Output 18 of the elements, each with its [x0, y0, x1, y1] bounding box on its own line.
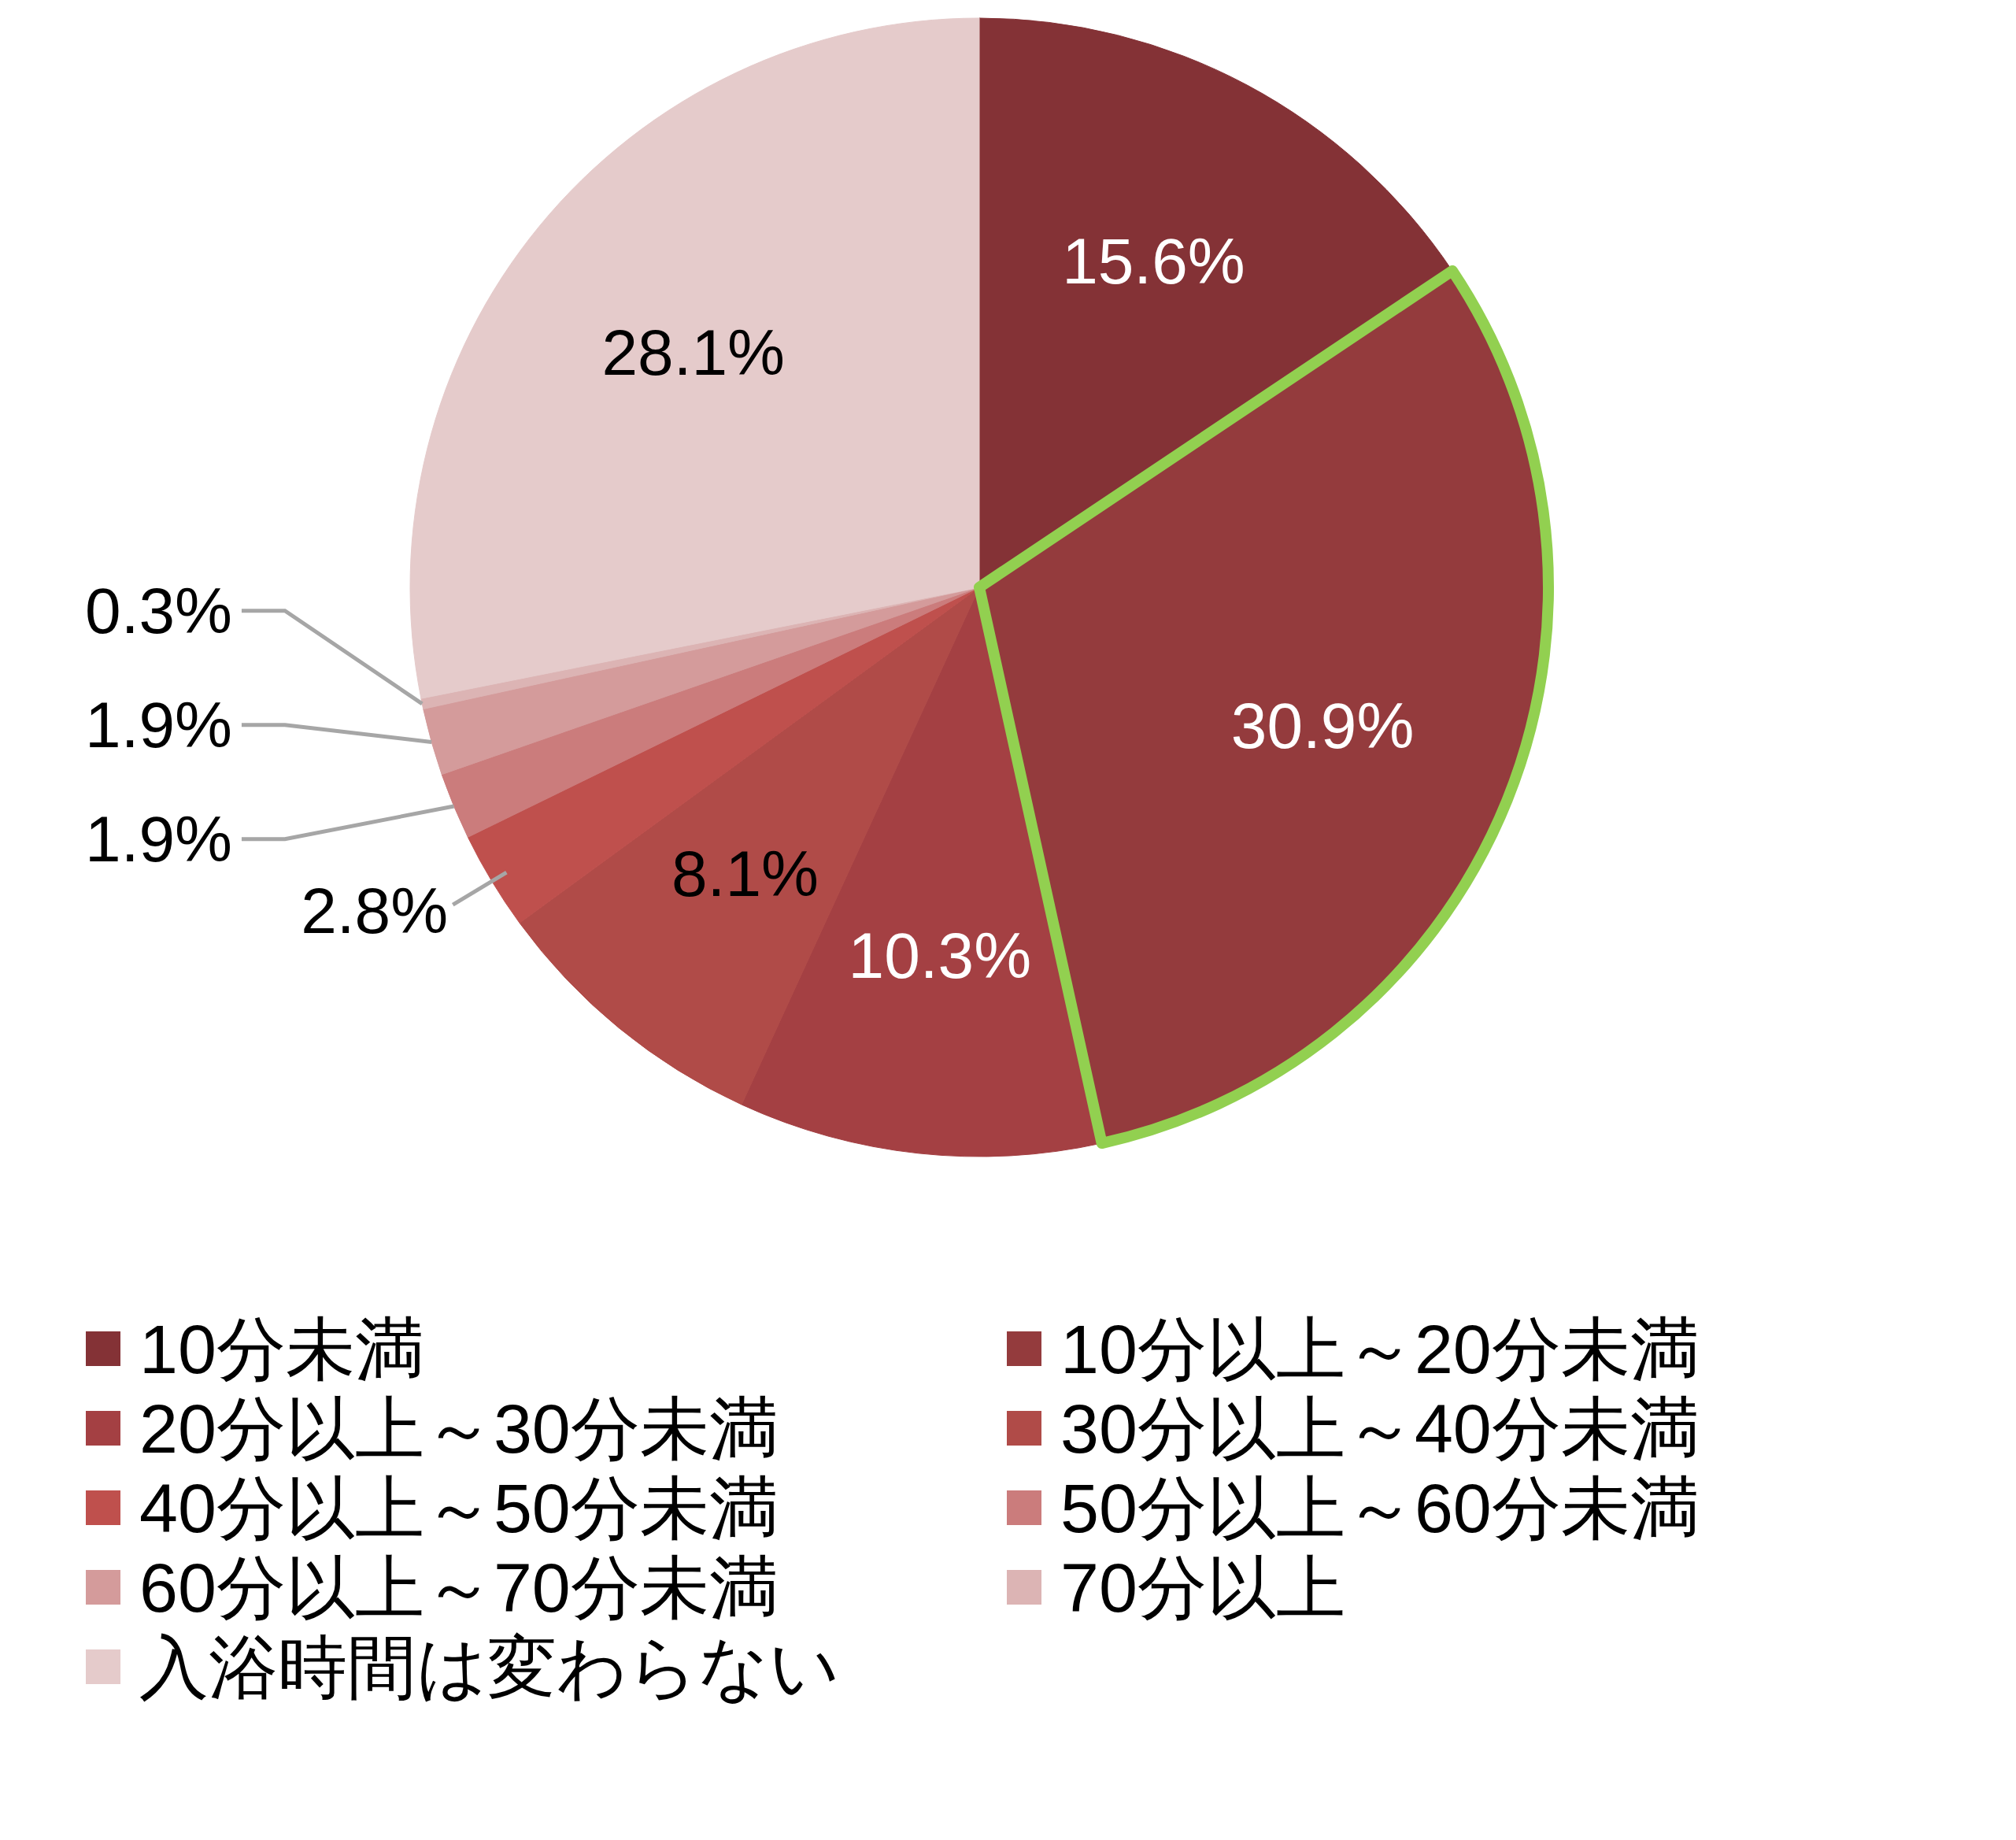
legend-label: 10分以上～20分未満 — [1060, 1309, 1700, 1388]
data-label: 1.9% — [85, 689, 232, 761]
data-label: 28.1% — [601, 317, 785, 389]
legend-label: 70分以上 — [1060, 1548, 1345, 1627]
legend-label: 40分以上～50分未満 — [139, 1468, 779, 1547]
legend-label: 60分以上～70分未満 — [139, 1548, 779, 1627]
data-label: 1.9% — [85, 803, 232, 876]
data-label: 30.9% — [1230, 689, 1415, 761]
legend-label: 10分未満 — [139, 1309, 424, 1388]
legend-label: 入浴時間は変わらない — [139, 1627, 840, 1706]
legend-label: 30分以上～40分未満 — [1060, 1389, 1700, 1468]
data-label: 8.1% — [671, 838, 819, 910]
legend-label: 50分以上～60分未満 — [1060, 1468, 1700, 1547]
legend-label: 20分以上～30分未満 — [139, 1389, 779, 1468]
data-label: 2.8% — [301, 875, 449, 947]
data-label: 0.3% — [85, 575, 232, 647]
data-label: 15.6% — [1062, 224, 1245, 297]
data-label: 10.3% — [848, 919, 1032, 991]
